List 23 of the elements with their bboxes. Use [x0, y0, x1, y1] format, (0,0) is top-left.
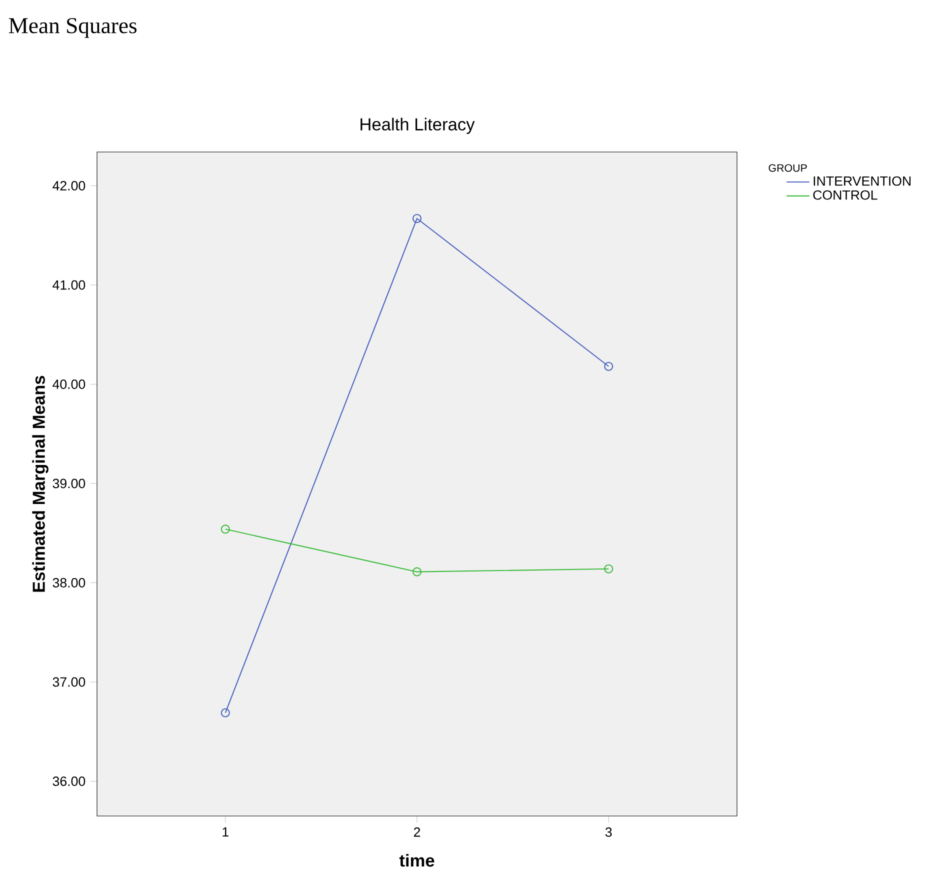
y-tick-label: 38.00 — [52, 578, 86, 588]
point — [412, 567, 422, 576]
x-tick-label: 2 — [414, 827, 420, 837]
point — [220, 708, 230, 718]
legend-label: INTERVENTION — [814, 176, 911, 186]
x-tick-label: 1 — [222, 827, 228, 837]
y-tick-label: 36.00 — [52, 776, 86, 786]
x-axis-title: time — [399, 854, 434, 867]
point — [604, 362, 614, 371]
x-tick-label: 3 — [605, 827, 612, 837]
y-tick-label: 40.00 — [52, 380, 86, 389]
y-tick-label: 42.00 — [52, 181, 86, 190]
chart-title: Health Literacy — [360, 118, 475, 134]
y-tick-label: 41.00 — [52, 280, 86, 290]
point — [604, 564, 614, 574]
y-tick-label: 37.00 — [52, 677, 86, 687]
y-axis-title: Estimated Marginal Means — [32, 376, 48, 592]
legend-title: GROUP — [768, 164, 807, 172]
legend-label: CONTROL — [813, 190, 878, 200]
point — [220, 524, 230, 534]
text: Mean Squares — [8, 18, 137, 38]
point — [412, 214, 422, 224]
y-tick-label: 39.00 — [52, 478, 86, 488]
